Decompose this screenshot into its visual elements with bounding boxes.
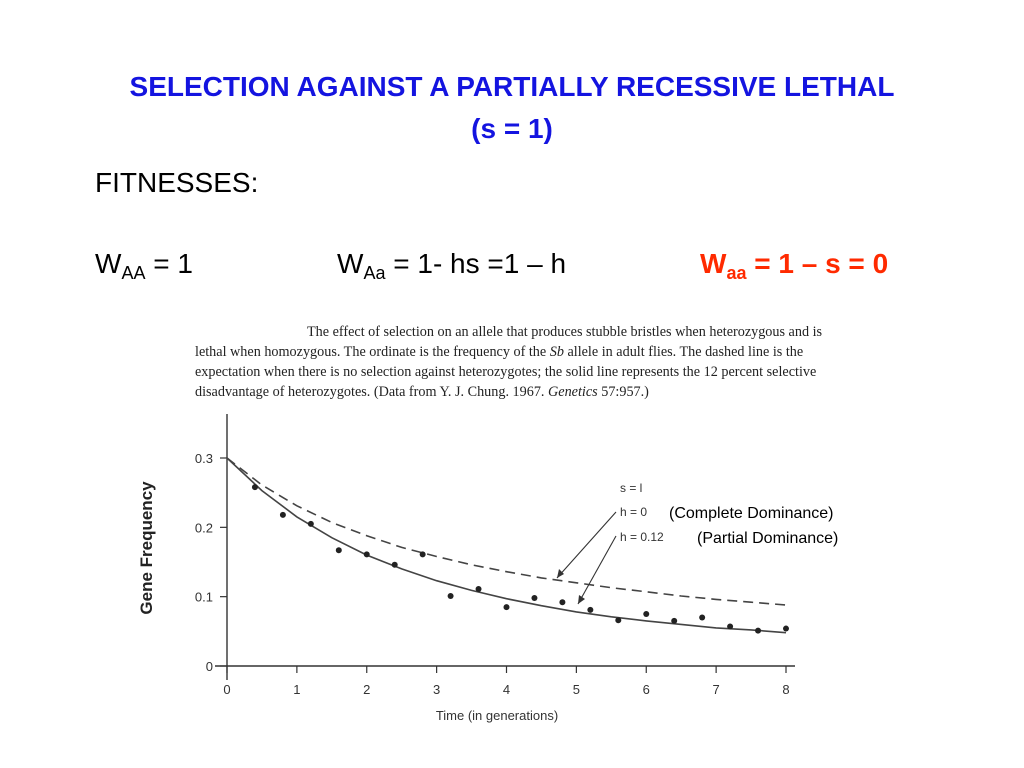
fitness-w-aa: Waa = 1 – s = 0 [700,248,888,284]
legend-h012-label: h = 0.12 [620,530,664,544]
w-Aa-rest: = 1- hs =1 – h [385,248,567,279]
chart-axes: 0 0.1 0.2 0.3 0 1 2 3 4 5 6 7 8 Time (in generations)… [137,414,795,723]
data-point [419,551,426,558]
legend-h0-label: h = 0 [620,505,647,519]
data-point [475,586,482,593]
data-point [615,617,622,624]
w-aa-sub: aa [726,263,747,283]
w-AA-base: W [95,248,122,279]
data-point [307,520,314,527]
arrow-head-h0 [557,569,564,578]
series-line-h012 [226,457,787,634]
w-AA-sub: AA [121,263,146,283]
figure-caption: The effect of selection on an allele tha… [195,322,835,402]
data-point [335,547,342,554]
data-point [699,614,706,621]
data-point [503,604,510,611]
x-tick-label: 1 [293,682,300,697]
x-tick-label: 2 [363,682,370,697]
y-axis-label: Gene Frequency [137,481,156,615]
x-tick-label: 7 [713,682,720,697]
data-point [755,627,762,634]
fitness-w-AA: WAA = 1 [95,248,193,284]
y-tick-label: 0.2 [195,520,213,535]
y-tick-label: 0.3 [195,451,213,466]
w-aa-base: W [700,248,727,279]
data-point [447,592,454,599]
x-tick-label: 3 [433,682,440,697]
series-line-h0 [226,457,787,606]
note-complete-dominance: (Complete Dominance) [669,505,834,522]
x-tick-label: 4 [503,682,510,697]
y-tick-label: 0 [206,659,213,674]
legend-pointer-h0 [556,511,617,579]
chart-points [251,484,789,634]
caption-text-3: 57:957.) [597,384,649,400]
w-aa-rest: = 1 – s = 0 [746,248,889,279]
caption-sb: Sb [549,344,564,360]
y-tick-label: 0.1 [195,590,213,605]
data-point [727,623,734,630]
note-partial-dominance: (Partial Dominance) [697,530,839,547]
x-axis-label: Time (in generations) [436,708,558,723]
chart-legend: s = l h = 0 h = 0.12 [556,481,664,605]
data-point [531,595,538,602]
slide-title-line1: SELECTION AGAINST A PARTIALLY RECESSIVE … [129,71,895,102]
data-point [559,599,566,606]
x-tick-label: 0 [223,682,230,697]
chart-series [226,457,787,634]
w-AA-rest: = 1 [145,248,193,279]
legend-pointer-h012 [577,535,617,605]
w-Aa-base: W [337,248,364,279]
arrow-head-h012 [578,595,585,604]
legend-s-label: s = l [620,481,642,495]
x-tick-label: 8 [782,682,789,697]
data-point [251,484,258,491]
data-point [671,617,678,624]
data-point [783,625,789,632]
caption-text-2: allele in adult flies. The dashed line i… [195,344,817,400]
fitness-heading: FITNESSES: [95,167,259,198]
slide-title-line2: (s = 1) [471,113,553,144]
w-Aa-sub: Aa [363,263,386,283]
caption-journal: Genetics [548,384,598,400]
x-tick-label: 6 [643,682,650,697]
data-point [363,551,370,558]
caption-text-1: The effect of selection on an allele tha… [195,324,823,360]
data-point [643,611,650,617]
data-point [391,561,398,568]
data-point [279,511,286,518]
fitness-w-Aa: WAa = 1- hs =1 – h [337,248,566,284]
data-point [587,606,594,613]
x-tick-label: 5 [573,682,580,697]
